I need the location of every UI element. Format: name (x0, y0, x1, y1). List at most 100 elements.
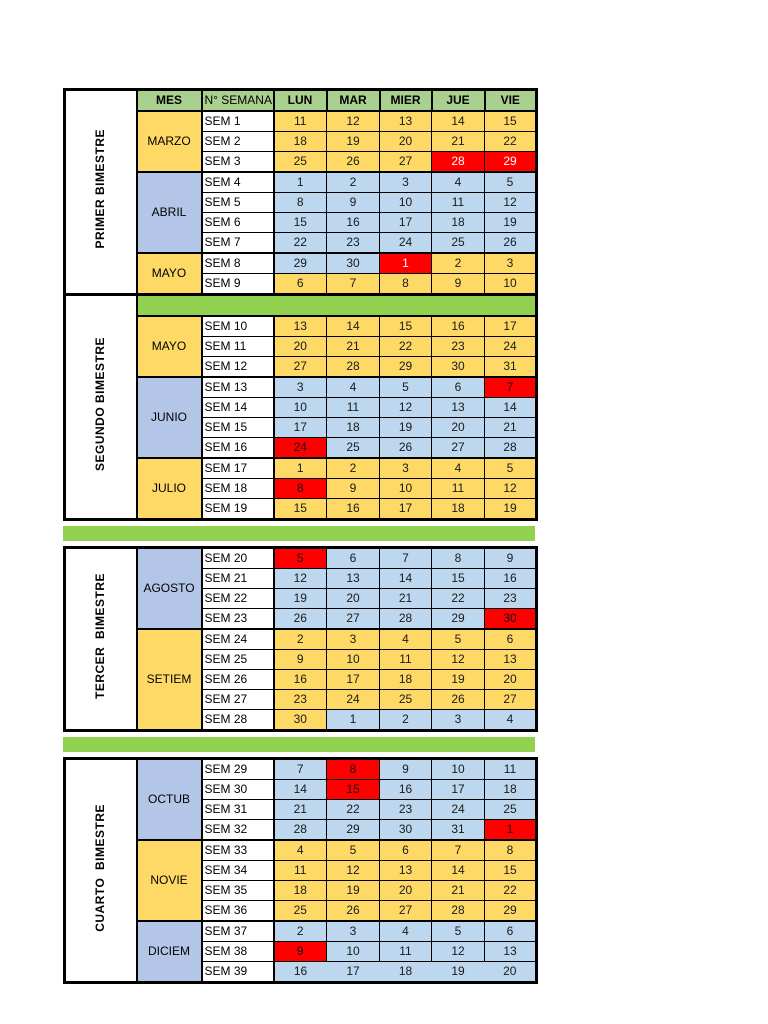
week-label-cell: SEM 27 (201, 689, 275, 710)
month-cell-junio: JUNIO (135, 376, 203, 459)
day-cell: 12 (483, 478, 538, 499)
day-cell: 27 (326, 608, 380, 630)
week-label-cell: SEM 13 (201, 376, 275, 398)
day-cell: 3 (379, 457, 432, 479)
col-header-mes: MES (135, 88, 203, 112)
day-cell: 2 (431, 252, 485, 274)
col-header-day-lun: LUN (272, 88, 328, 112)
month-cell-julio: JULIO (135, 457, 203, 521)
day-cell: 9 (431, 273, 485, 295)
day-cell: 3 (326, 920, 380, 942)
day-cell: 23 (484, 588, 537, 609)
day-cell-holiday: 24 (273, 437, 327, 459)
day-cell: 5 (379, 376, 432, 398)
day-cell-holiday: 8 (326, 757, 380, 780)
week-label-cell: SEM 7 (201, 232, 275, 254)
week-label-cell: SEM 28 (201, 709, 275, 731)
day-cell: 9 (379, 757, 432, 780)
bimester-block-2: SEGUNDO BIMESTRE MAYO SEM 10 13 14 15 16 17 SEM… (63, 293, 539, 521)
day-cell: 26 (326, 151, 380, 173)
col-header-day-jue: JUE (430, 88, 486, 112)
day-cell: 20 (326, 588, 380, 609)
day-cell: 21 (273, 799, 327, 820)
day-cell-holiday: 1 (484, 819, 537, 841)
day-cell: 19 (431, 961, 485, 983)
day-cell: 19 (326, 880, 380, 901)
day-cell: 21 (379, 588, 432, 609)
day-cell: 27 (431, 437, 485, 459)
day-cell: 25 (484, 799, 537, 820)
day-cell: 22 (431, 588, 485, 609)
week-label-cell: SEM 11 (201, 336, 275, 357)
week-label-cell: SEM 38 (201, 941, 275, 962)
day-cell: 14 (483, 397, 538, 418)
day-cell: 25 (326, 437, 380, 459)
week-label-cell: SEM 14 (201, 397, 275, 418)
day-cell: 18 (431, 212, 485, 233)
day-cell: 13 (379, 110, 432, 132)
day-cell: 23 (273, 689, 327, 710)
day-cell: 26 (484, 232, 537, 254)
day-cell: 2 (273, 920, 327, 942)
col-header-day-vie: VIE (483, 88, 538, 112)
day-cell: 10 (326, 941, 380, 962)
day-cell: 17 (431, 779, 485, 800)
week-label-cell: SEM 37 (201, 920, 275, 942)
day-cell: 4 (431, 171, 485, 193)
day-cell: 29 (273, 252, 327, 274)
day-cell: 2 (326, 171, 380, 193)
day-cell: 10 (273, 397, 327, 418)
day-cell: 12 (273, 568, 327, 589)
col-header-day-mier: MIER (378, 88, 433, 112)
day-cell: 28 (326, 356, 380, 378)
col-header-day-mar: MAR (325, 88, 381, 112)
day-cell: 20 (379, 880, 432, 901)
month-cell-mayo: MAYO (135, 315, 203, 378)
day-cell: 26 (326, 900, 380, 922)
week-label-cell: SEM 19 (201, 498, 275, 520)
bimester-label: CUARTO BIMESTRE (64, 757, 138, 983)
day-cell: 29 (484, 900, 537, 922)
day-cell: 10 (379, 478, 432, 499)
day-cell: 16 (326, 498, 380, 520)
day-cell: 11 (484, 757, 537, 780)
day-cell: 15 (484, 860, 537, 881)
day-cell: 10 (326, 649, 380, 670)
day-cell: 3 (326, 628, 380, 650)
bimester-label: PRIMER BIMESTRE (64, 89, 138, 295)
day-cell: 22 (379, 336, 432, 357)
day-cell: 13 (484, 941, 537, 962)
day-cell: 5 (431, 920, 485, 942)
week-label-cell: SEM 4 (201, 171, 275, 193)
day-cell: 7 (431, 839, 485, 861)
day-cell-holiday: 28 (431, 151, 485, 173)
day-cell: 29 (431, 608, 485, 630)
day-cell-holiday: 5 (273, 546, 327, 569)
week-label-cell: SEM 15 (201, 417, 275, 438)
day-cell: 9 (326, 478, 380, 499)
day-cell: 22 (484, 880, 537, 901)
day-cell: 11 (273, 110, 327, 132)
day-cell: 28 (483, 437, 538, 459)
day-cell: 22 (484, 131, 537, 152)
day-cell: 29 (379, 356, 432, 378)
day-cell: 1 (273, 457, 327, 479)
day-cell-holiday: 15 (326, 779, 380, 800)
day-cell: 14 (379, 568, 432, 589)
day-cell: 12 (326, 860, 380, 881)
day-cell: 2 (326, 457, 380, 479)
day-cell: 8 (484, 839, 537, 861)
day-cell: 13 (326, 568, 380, 589)
day-cell: 20 (273, 336, 327, 357)
week-label-cell: SEM 30 (201, 779, 275, 800)
day-cell: 25 (273, 151, 327, 173)
day-cell: 4 (484, 709, 537, 731)
week-label-cell: SEM 31 (201, 799, 275, 820)
day-cell: 6 (326, 546, 380, 569)
day-cell: 20 (484, 961, 537, 983)
day-cell: 3 (379, 171, 432, 193)
day-cell: 19 (431, 669, 485, 690)
day-cell: 16 (273, 669, 327, 690)
day-cell: 22 (326, 799, 380, 820)
day-cell: 16 (431, 315, 485, 337)
